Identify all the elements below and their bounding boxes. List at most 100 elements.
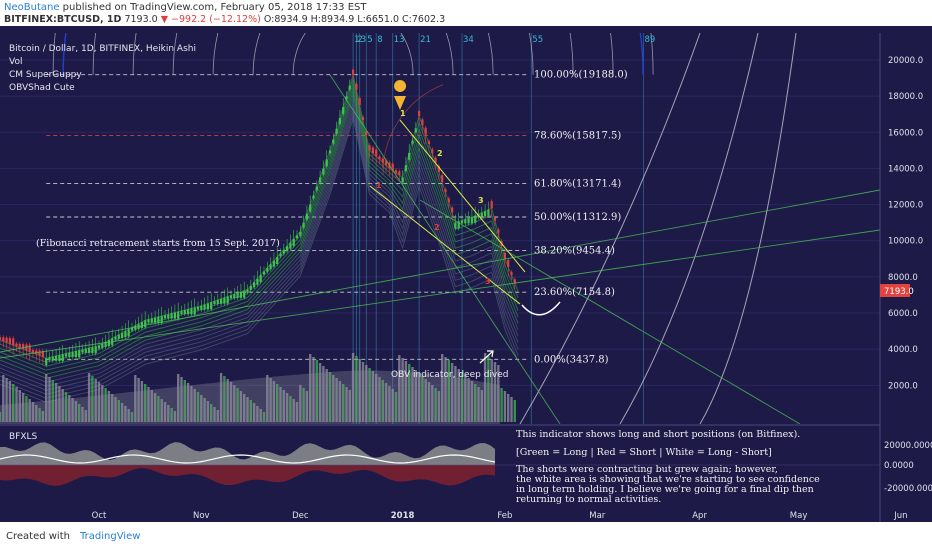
volume-bar [302,388,305,422]
volume-bar [117,400,120,422]
ohlc-low: L:6651.0 [357,14,400,25]
volume-bar [101,385,104,422]
guppy-ribbon [0,92,519,379]
fib-arc-outer [519,33,701,424]
x-tick-label: Oct [92,511,107,521]
chart-canvas[interactable]: 2000.0 4000.0 6000.0 8000.0 10000.0 12000.0 14… [0,26,932,522]
volume-bar [233,385,236,422]
volume-bar [431,385,434,422]
volume-bar [104,388,107,422]
volume-bar [41,411,45,422]
fib-level-label: 100.00%(19188.0) [534,70,628,81]
volume-bar [285,393,289,422]
volume-bar [325,369,328,422]
volume-bar [64,392,68,422]
volume-bar [404,361,408,422]
volume-bar [447,360,450,422]
volume-bar [186,383,190,422]
volume-bar [21,393,25,422]
ohlc-high: H:8934.9 [310,14,355,25]
candle [0,337,2,341]
footer: Created with TradingView [0,522,932,550]
volume-bar [450,363,454,422]
publish-info: published on TradingView.com, February 0… [59,2,367,13]
bfxls-title: BFXLS [9,432,38,442]
volume-bar [361,362,365,422]
volume-bar [256,406,259,422]
price-badge-text: 7193.0 [884,287,914,297]
volume-bar [507,394,510,422]
volume-bar [262,412,266,422]
trend-line [0,229,880,359]
guppy-ribbon [0,104,519,391]
author-link[interactable]: NeoButane [4,2,60,13]
y-tick-label: 18000.0 [888,92,923,102]
x-tick-label: Jun [893,511,907,521]
volume-bar [31,402,35,422]
obv-arrow [479,350,494,364]
volume-bar [266,375,269,422]
tradingview-logo[interactable]: TradingView [80,531,141,542]
trend-line [329,74,561,424]
ohlc-close: C:7602.3 [402,14,446,25]
x-tick-label: Apr [692,511,707,521]
volume-bar [35,405,38,422]
volume-bar [68,395,71,422]
volume-bar [322,366,325,422]
volume-bar [124,406,127,422]
volume-bar [269,378,272,422]
volume-bar [408,364,411,422]
volume-bar [487,356,490,422]
volume-bar [384,383,388,422]
volume-bar [493,362,497,422]
volume-bar [25,396,28,422]
volume-bar [417,373,421,422]
ohlc-open: O:8934.9 [263,14,308,25]
volume-bar [196,392,200,422]
volume-bar [342,384,345,422]
volume-bar [365,365,368,422]
wave-label: 2 [437,149,443,158]
volume-bar [378,377,381,422]
volume-bar [510,397,513,422]
volume-bar [444,357,447,422]
y-tick-label: 16000.0 [888,128,923,138]
sub-y-tick-label: -20000.0000 [884,484,932,494]
volume-bar [0,412,2,422]
legend-vol[interactable]: Vol [9,57,22,67]
volume-bar [18,390,21,422]
volume-bar [335,378,338,422]
x-tick-label: Feb [497,511,512,521]
publish-header: NeoButane published on TradingView.com, … [0,0,932,26]
wave-label: 3 [478,196,484,205]
volume-bar [54,383,58,422]
volume-bar [328,372,332,422]
volume-bar [229,382,233,422]
volume-bar [193,389,196,422]
volume-bar [236,388,239,422]
volume-bar [239,391,243,422]
volume-bar [464,375,467,422]
volume-bar [120,403,124,422]
fib-time-zone-label: 21 [420,35,431,45]
volume-bar [45,374,48,422]
volume-bar [150,390,153,422]
fib-level-label: 23.60%(7154.8) [534,287,615,298]
volume-bar [457,369,460,422]
legend-superguppy[interactable]: CM SuperGuppy [9,70,82,80]
volume-bar [137,378,140,422]
volume-bar [332,375,335,422]
volume-bar [276,384,279,422]
volume-bar [5,378,8,422]
volume-bar [51,380,54,422]
legend-obvshad[interactable]: OBVShad Cute [9,83,75,93]
guppy-ribbon [0,96,519,383]
fib-level-label: 0.00%(3437.8) [534,354,609,365]
fib-time-zone-label: 34 [463,35,474,45]
volume-bar [259,409,262,422]
trend-line [0,189,880,353]
x-tick-label: May [790,511,808,521]
volume-bar [305,391,309,422]
volume-bar [203,398,206,422]
publish-line: NeoButane published on TradingView.com, … [4,2,367,13]
